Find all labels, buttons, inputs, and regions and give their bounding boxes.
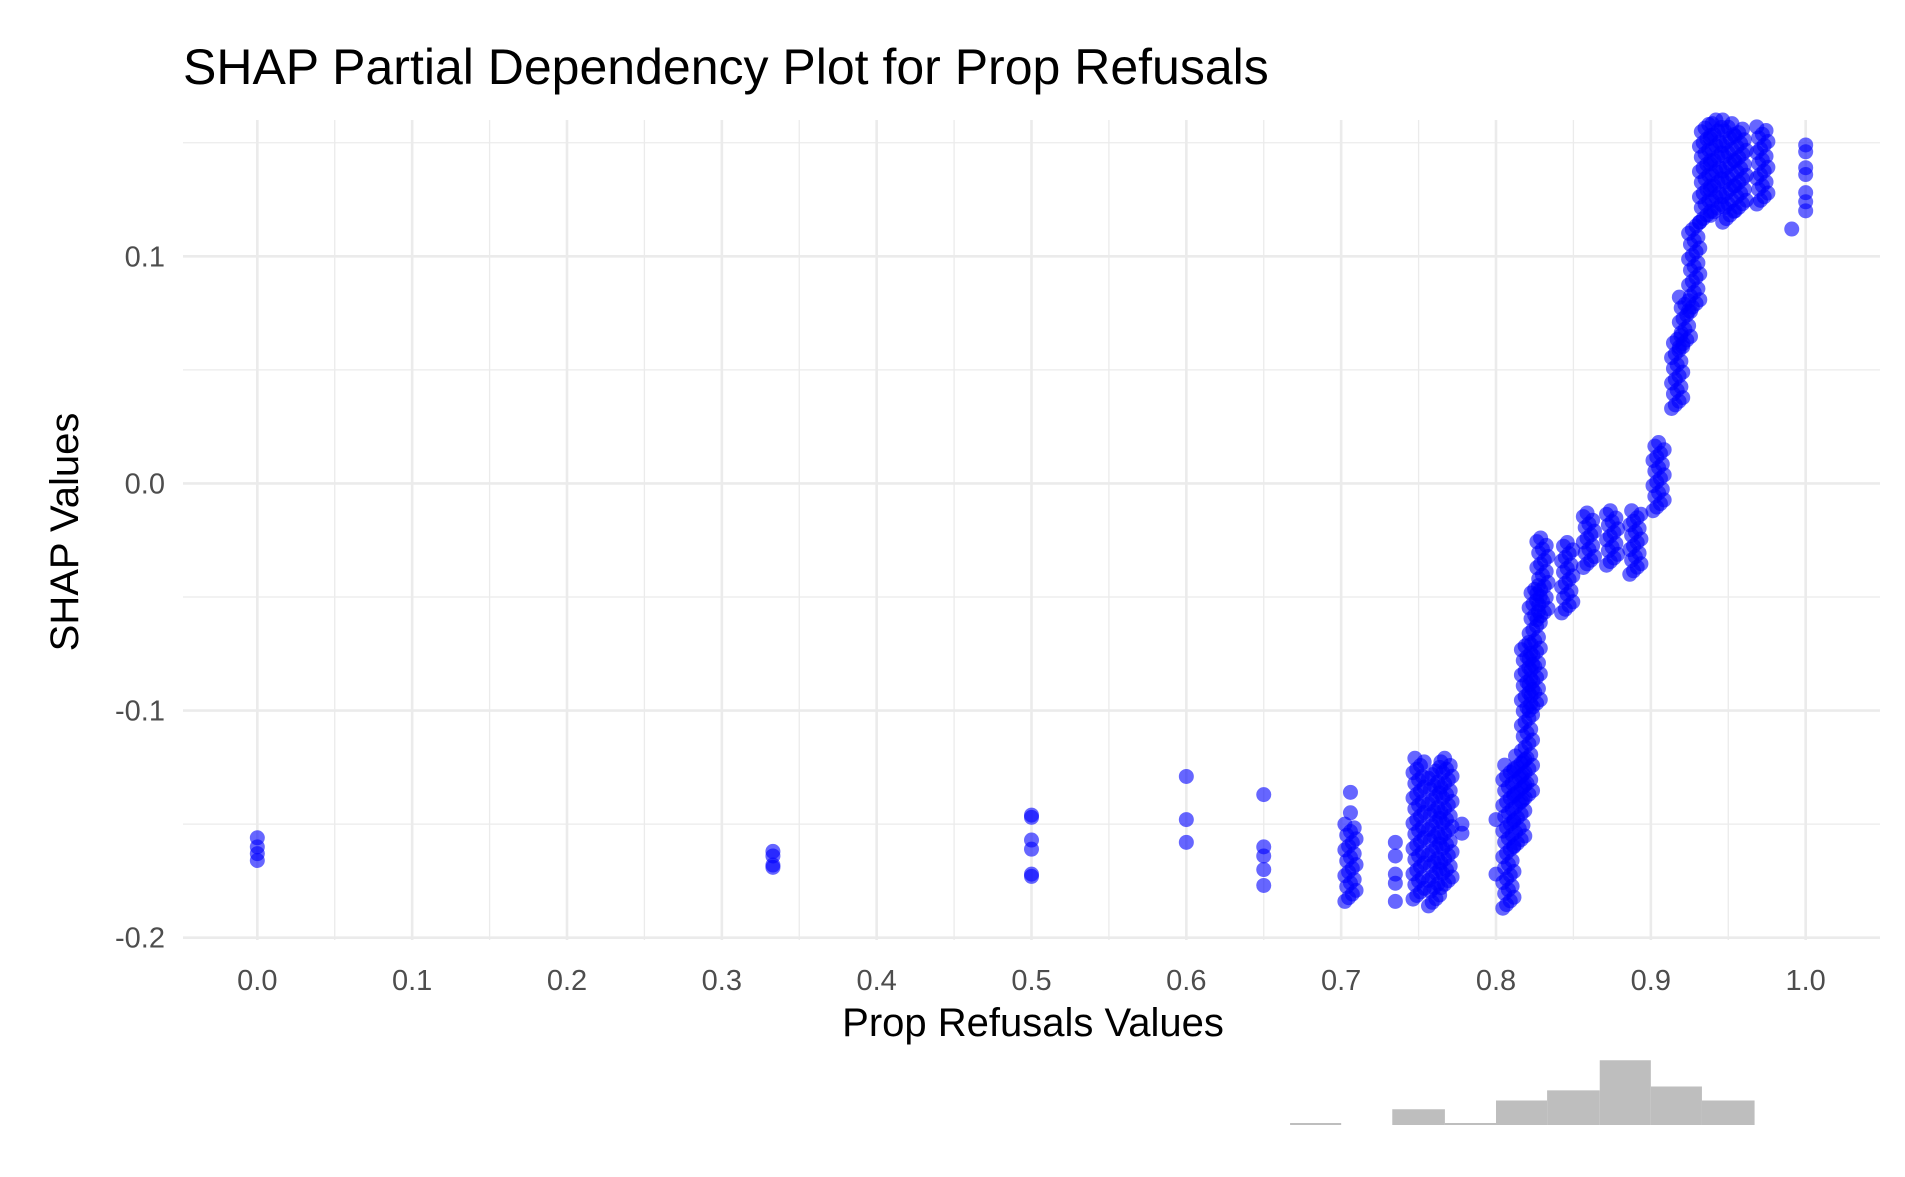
y-tick-label: -0.1 xyxy=(115,696,165,728)
x-tick-label: 0.6 xyxy=(1166,965,1206,997)
data-point xyxy=(1387,848,1403,864)
data-point xyxy=(1671,289,1687,305)
x-tick-label: 0.8 xyxy=(1476,965,1516,997)
x-tick-label: 0.1 xyxy=(392,965,432,997)
data-point xyxy=(1715,112,1731,128)
data-point xyxy=(1387,834,1403,850)
x-axis-ticks: 0.0 0.1 0.2 0.3 0.4 0.5 0.6 0.7 0.8 0.9 1.0 xyxy=(237,965,1826,997)
data-point xyxy=(1749,119,1765,135)
data-point xyxy=(1784,221,1800,237)
data-point xyxy=(1178,834,1194,850)
x-tick-label: 0.4 xyxy=(857,965,897,997)
data-point xyxy=(1178,768,1194,784)
x-tick-label: 0.3 xyxy=(702,965,742,997)
x-tick-label: 0.9 xyxy=(1631,965,1671,997)
x-tick-label: 0.7 xyxy=(1321,965,1361,997)
x-tick-label: 1.0 xyxy=(1786,965,1826,997)
y-tick-label: 0.0 xyxy=(125,468,165,500)
x-tick-label: 0.0 xyxy=(237,965,277,997)
histogram-bar xyxy=(1599,1060,1651,1125)
data-point xyxy=(1024,841,1039,857)
data-point xyxy=(1256,848,1272,864)
histogram-bar xyxy=(1547,1090,1600,1125)
histogram xyxy=(1290,1060,1755,1125)
data-point xyxy=(1798,160,1814,176)
y-tick-label: -0.2 xyxy=(115,923,165,955)
data-point xyxy=(1798,185,1814,201)
y-axis-title: SHAP Values xyxy=(43,413,87,652)
data-point xyxy=(1178,812,1194,828)
x-tick-label: 0.5 xyxy=(1011,965,1051,997)
data-point xyxy=(1342,805,1358,821)
data-point xyxy=(765,859,781,875)
data-point xyxy=(1024,868,1039,884)
x-axis-title: Prop Refusals Values xyxy=(842,1001,1224,1045)
histogram-bar xyxy=(1392,1109,1445,1125)
data-point xyxy=(1533,530,1549,546)
data-point xyxy=(1798,137,1814,153)
histogram-bar xyxy=(1496,1100,1548,1125)
x-tick-label: 0.2 xyxy=(547,965,587,997)
y-tick-label: 0.1 xyxy=(125,241,165,273)
data-point xyxy=(1407,750,1423,766)
scatter-points xyxy=(249,112,1814,916)
histogram-bar xyxy=(1701,1100,1755,1125)
grid xyxy=(183,120,1880,940)
data-point xyxy=(1256,787,1272,803)
data-point xyxy=(1579,505,1595,521)
histogram-bar xyxy=(1650,1086,1702,1125)
histogram-bar xyxy=(1444,1123,1497,1125)
data-point xyxy=(1256,862,1272,878)
data-point xyxy=(249,852,265,868)
y-axis-ticks: -0.2 -0.1 0.0 0.1 xyxy=(115,241,165,954)
data-point xyxy=(1454,825,1470,841)
data-point xyxy=(1559,534,1575,550)
data-point xyxy=(1024,809,1039,825)
chart-title: SHAP Partial Dependency Plot for Prop Re… xyxy=(183,39,1269,95)
data-point xyxy=(1387,893,1403,909)
data-point xyxy=(1256,877,1272,893)
data-point xyxy=(1342,784,1358,800)
data-point xyxy=(1735,121,1751,137)
data-point xyxy=(1337,816,1353,832)
data-point xyxy=(1624,503,1640,519)
data-point xyxy=(1387,875,1403,891)
data-point xyxy=(1651,435,1667,451)
data-point xyxy=(1602,503,1618,519)
histogram-bar xyxy=(1290,1123,1342,1125)
data-point xyxy=(1437,750,1453,766)
